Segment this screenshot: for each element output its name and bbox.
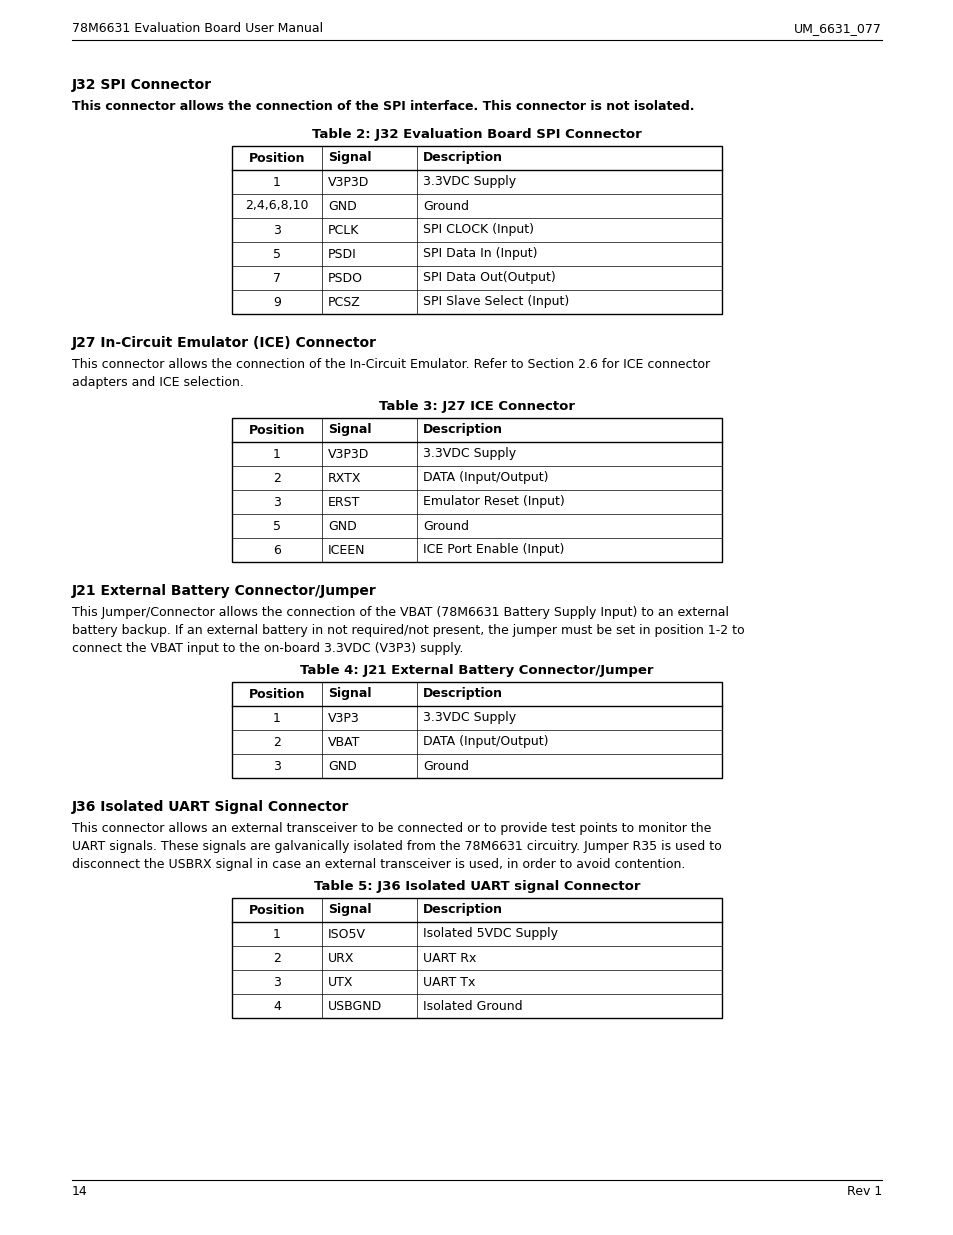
Text: This connector allows the connection of the SPI interface. This connector is not: This connector allows the connection of … (71, 100, 694, 112)
Text: Position: Position (249, 424, 305, 436)
Text: Table 5: J36 Isolated UART signal Connector: Table 5: J36 Isolated UART signal Connec… (314, 881, 639, 893)
Text: Signal: Signal (328, 424, 371, 436)
Text: GND: GND (328, 200, 356, 212)
Text: Position: Position (249, 904, 305, 916)
Text: 4: 4 (273, 999, 280, 1013)
Bar (232, 417, 721, 562)
Text: Ground: Ground (422, 200, 469, 212)
Text: SPI Data In (Input): SPI Data In (Input) (422, 247, 537, 261)
Text: 9: 9 (273, 295, 280, 309)
Text: DATA (Input/Output): DATA (Input/Output) (422, 472, 548, 484)
Text: Ground: Ground (422, 520, 469, 532)
Text: 3: 3 (273, 760, 280, 773)
Text: DATA (Input/Output): DATA (Input/Output) (422, 736, 548, 748)
Text: UART Tx: UART Tx (422, 976, 475, 988)
Text: GND: GND (328, 520, 356, 532)
Text: 3: 3 (273, 976, 280, 988)
Text: V3P3: V3P3 (328, 711, 359, 725)
Text: 14: 14 (71, 1186, 88, 1198)
Text: 1: 1 (273, 447, 280, 461)
Text: PSDO: PSDO (328, 272, 363, 284)
Text: Isolated Ground: Isolated Ground (422, 999, 522, 1013)
Text: VBAT: VBAT (328, 736, 360, 748)
Text: J21 External Battery Connector/Jumper: J21 External Battery Connector/Jumper (71, 584, 376, 598)
Text: 2: 2 (273, 472, 280, 484)
Text: 7: 7 (273, 272, 281, 284)
Text: 6: 6 (273, 543, 280, 557)
Text: ERST: ERST (328, 495, 360, 509)
Bar (232, 898, 721, 1018)
Text: USBGND: USBGND (328, 999, 382, 1013)
Text: Position: Position (249, 688, 305, 700)
Text: Signal: Signal (328, 904, 371, 916)
Text: Ground: Ground (422, 760, 469, 773)
Text: 2: 2 (273, 736, 280, 748)
Text: UM_6631_077: UM_6631_077 (793, 22, 882, 35)
Text: URX: URX (328, 951, 355, 965)
Text: Table 4: J21 External Battery Connector/Jumper: Table 4: J21 External Battery Connector/… (300, 664, 653, 677)
Text: Emulator Reset (Input): Emulator Reset (Input) (422, 495, 564, 509)
Text: SPI Data Out(Output): SPI Data Out(Output) (422, 272, 556, 284)
Text: This connector allows an external transceiver to be connected or to provide test: This connector allows an external transc… (71, 823, 721, 871)
Text: 3.3VDC Supply: 3.3VDC Supply (422, 711, 516, 725)
Text: Signal: Signal (328, 152, 371, 164)
Text: Description: Description (422, 688, 502, 700)
Bar (232, 682, 721, 778)
Text: PCLK: PCLK (328, 224, 359, 236)
Text: SPI Slave Select (Input): SPI Slave Select (Input) (422, 295, 569, 309)
Bar (232, 146, 721, 314)
Text: PCSZ: PCSZ (328, 295, 360, 309)
Text: GND: GND (328, 760, 356, 773)
Text: UTX: UTX (328, 976, 354, 988)
Text: 2: 2 (273, 951, 280, 965)
Text: 3: 3 (273, 224, 280, 236)
Text: SPI CLOCK (Input): SPI CLOCK (Input) (422, 224, 534, 236)
Text: Signal: Signal (328, 688, 371, 700)
Text: J27 In-Circuit Emulator (ICE) Connector: J27 In-Circuit Emulator (ICE) Connector (71, 336, 376, 350)
Text: 1: 1 (273, 711, 280, 725)
Text: 2,4,6,8,10: 2,4,6,8,10 (245, 200, 309, 212)
Text: 3.3VDC Supply: 3.3VDC Supply (422, 447, 516, 461)
Text: ICEEN: ICEEN (328, 543, 365, 557)
Text: This connector allows the connection of the In-Circuit Emulator. Refer to Sectio: This connector allows the connection of … (71, 358, 709, 389)
Text: 3.3VDC Supply: 3.3VDC Supply (422, 175, 516, 189)
Text: ISO5V: ISO5V (328, 927, 366, 941)
Text: PSDI: PSDI (328, 247, 356, 261)
Text: UART Rx: UART Rx (422, 951, 476, 965)
Text: 78M6631 Evaluation Board User Manual: 78M6631 Evaluation Board User Manual (71, 22, 323, 35)
Text: ICE Port Enable (Input): ICE Port Enable (Input) (422, 543, 564, 557)
Text: Description: Description (422, 904, 502, 916)
Text: Table 3: J27 ICE Connector: Table 3: J27 ICE Connector (378, 400, 575, 412)
Text: 1: 1 (273, 175, 280, 189)
Text: 5: 5 (273, 247, 281, 261)
Text: V3P3D: V3P3D (328, 175, 369, 189)
Text: 5: 5 (273, 520, 281, 532)
Text: 3: 3 (273, 495, 280, 509)
Text: Position: Position (249, 152, 305, 164)
Text: Description: Description (422, 152, 502, 164)
Text: RXTX: RXTX (328, 472, 361, 484)
Text: Description: Description (422, 424, 502, 436)
Text: J36 Isolated UART Signal Connector: J36 Isolated UART Signal Connector (71, 800, 349, 814)
Text: 1: 1 (273, 927, 280, 941)
Text: Rev 1: Rev 1 (846, 1186, 882, 1198)
Text: V3P3D: V3P3D (328, 447, 369, 461)
Text: This Jumper/Connector allows the connection of the VBAT (78M6631 Battery Supply : This Jumper/Connector allows the connect… (71, 606, 744, 655)
Text: Table 2: J32 Evaluation Board SPI Connector: Table 2: J32 Evaluation Board SPI Connec… (312, 128, 641, 141)
Text: Isolated 5VDC Supply: Isolated 5VDC Supply (422, 927, 558, 941)
Text: J32 SPI Connector: J32 SPI Connector (71, 78, 212, 91)
